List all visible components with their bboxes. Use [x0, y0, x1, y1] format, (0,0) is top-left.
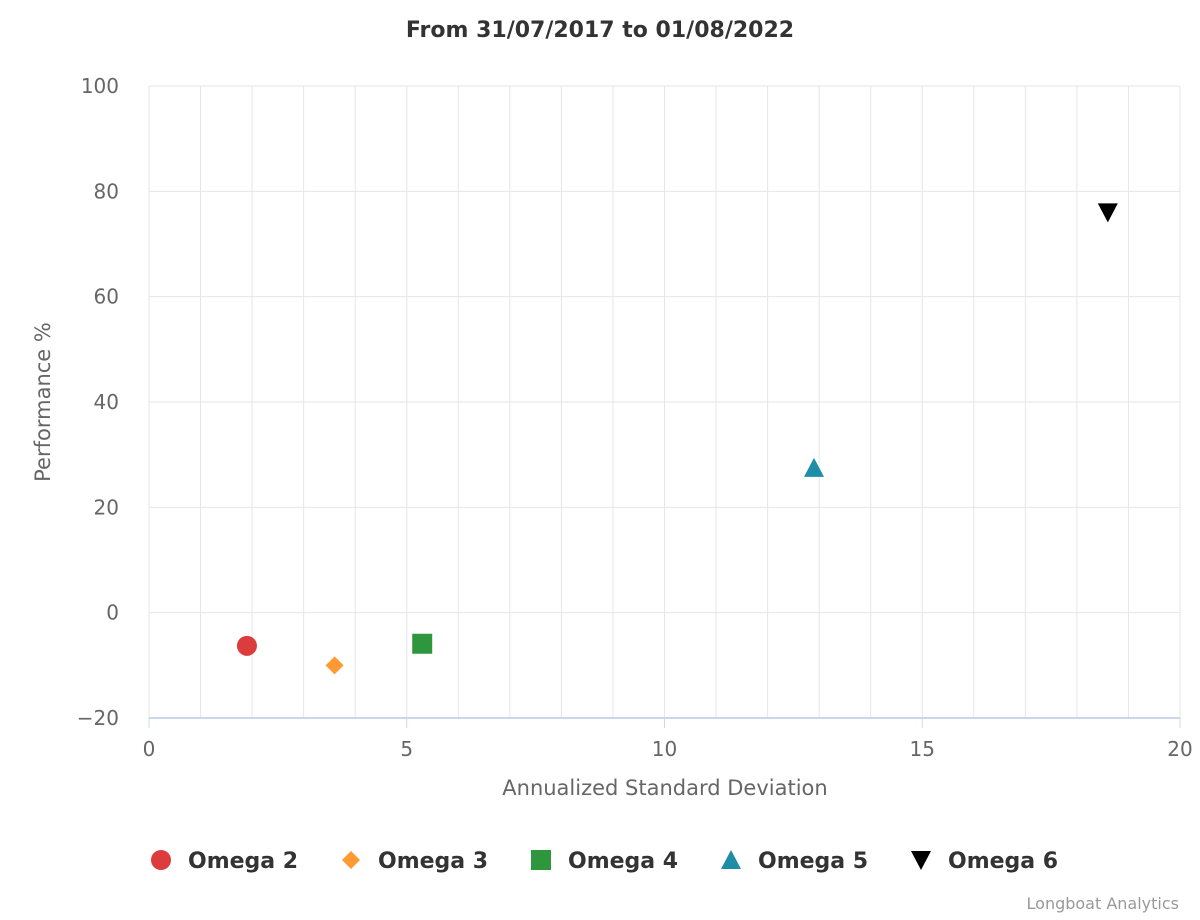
x-axis-ticks: 0 5 10 15 20: [143, 718, 1193, 761]
y-tick-label: 100: [81, 74, 119, 98]
y-tick-label: 60: [94, 285, 119, 309]
legend-label: Omega 5: [758, 849, 868, 874]
y-tick-label: 80: [94, 179, 119, 203]
y-tick-label: −20: [77, 706, 119, 730]
x-tick-label: 20: [1167, 737, 1192, 761]
y-axis-title: Performance %: [31, 322, 55, 482]
legend-marker-icon: [911, 851, 931, 870]
x-tick-label: 15: [910, 737, 935, 761]
legend-marker-icon: [721, 850, 741, 869]
legend-label: Omega 6: [948, 849, 1058, 874]
data-point-omega-2: [236, 635, 257, 656]
y-tick-label: 0: [106, 601, 119, 625]
y-tick-label: 20: [94, 495, 119, 519]
legend-label: Omega 3: [378, 849, 488, 874]
y-tick-label: 40: [94, 390, 119, 414]
legend-marker-icon: [531, 850, 551, 870]
y-axis-ticks: −20 0 20 40 60 80 100: [77, 74, 119, 730]
chart-title: From 31/07/2017 to 01/08/2022: [406, 18, 794, 43]
x-tick-label: 5: [400, 737, 413, 761]
data-points: [236, 203, 1118, 675]
data-point-omega-3: [325, 656, 344, 675]
data-point-omega-6: [1097, 203, 1118, 223]
legend-item-omega-4[interactable]: Omega 4: [531, 849, 678, 874]
credit-text[interactable]: Longboat Analytics: [1027, 894, 1179, 913]
x-axis-title: Annualized Standard Deviation: [502, 776, 827, 800]
legend-marker-icon: [151, 850, 171, 870]
grid: [148, 85, 1181, 718]
legend-item-omega-2[interactable]: Omega 2: [151, 849, 298, 874]
legend-label: Omega 4: [568, 849, 678, 874]
data-point-omega-5: [803, 457, 824, 477]
x-tick-label: 10: [652, 737, 677, 761]
legend: Omega 2 Omega 3 Omega 4 Omega 5 Omega 6: [151, 849, 1058, 874]
legend-item-omega-5[interactable]: Omega 5: [721, 849, 868, 874]
legend-marker-icon: [342, 851, 360, 869]
legend-item-omega-6[interactable]: Omega 6: [911, 849, 1058, 874]
x-tick-label: 0: [143, 737, 156, 761]
legend-label: Omega 2: [188, 849, 298, 874]
data-point-omega-4: [412, 633, 433, 654]
legend-item-omega-3[interactable]: Omega 3: [342, 849, 488, 874]
